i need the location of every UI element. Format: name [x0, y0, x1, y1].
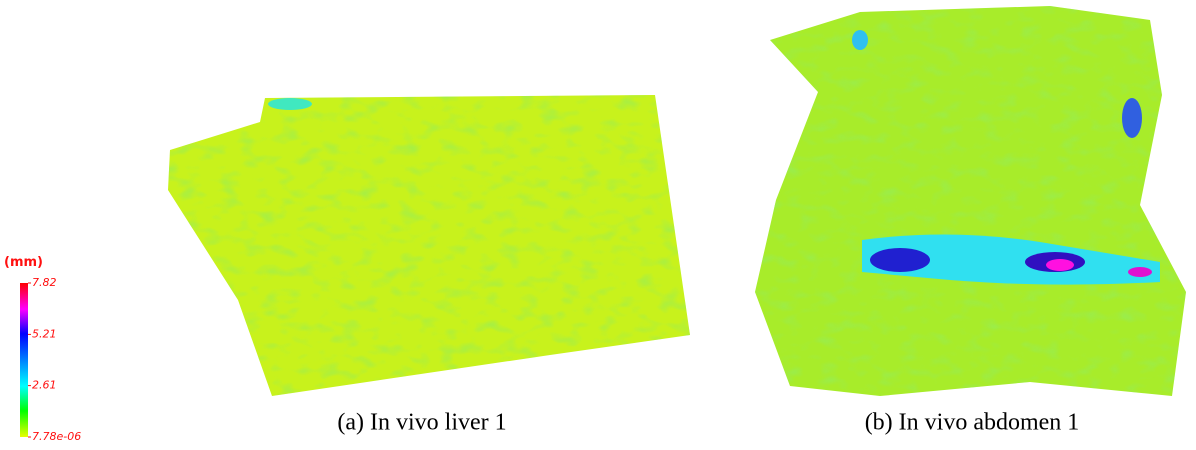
- colorbar-gradient: [20, 283, 28, 437]
- tick-label: 2.61: [32, 379, 57, 392]
- tick-label: 7.82: [32, 276, 57, 289]
- colorbar: (mm) 7.82 5.21 2.61 7.78e-06: [4, 255, 81, 443]
- tick-label: 7.78e-06: [32, 430, 81, 443]
- caption: (b) In vivo abdomen 1: [865, 410, 1080, 436]
- tick-label: 5.21: [32, 327, 57, 340]
- colorbar-unit: (mm): [4, 255, 43, 270]
- abdomen-surface: [755, 6, 1186, 396]
- caption: (a) In vivo liver 1: [337, 410, 506, 436]
- liver-surface: [168, 95, 690, 396]
